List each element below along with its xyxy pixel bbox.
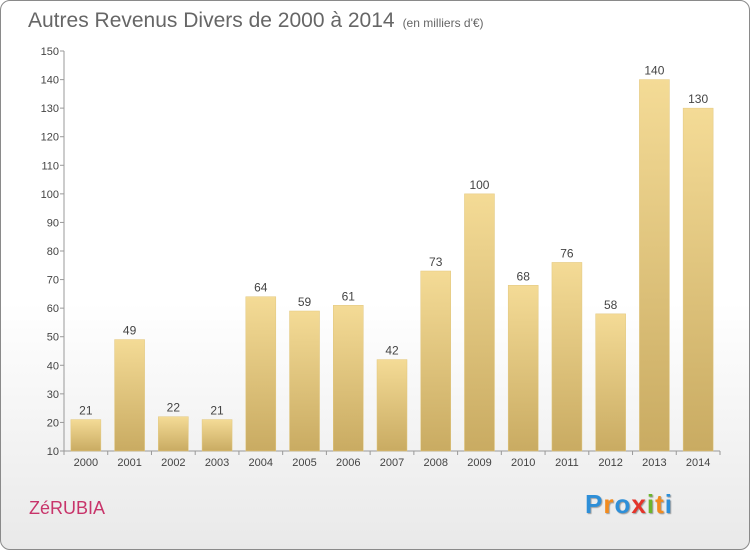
logo-letter: x [631, 489, 647, 519]
logo-letter: i [646, 489, 656, 519]
bar-2000 [70, 419, 102, 452]
y-tick-label: 100 [41, 189, 59, 201]
commune-name: ZéRUBIA [29, 498, 106, 518]
logo-letter: r [603, 489, 615, 519]
value-label-2007: 42 [385, 344, 399, 358]
value-label-2008: 73 [429, 255, 443, 269]
bar-2008 [420, 270, 451, 452]
x-tick-label-2000: 2000 [74, 457, 98, 469]
chart-subtitle: (en milliers d'€) [402, 16, 484, 30]
y-tick-label: 30 [47, 389, 59, 401]
value-label-2001: 49 [123, 324, 137, 338]
y-tick-label: 90 [47, 217, 59, 229]
value-label-2003: 21 [210, 404, 224, 418]
x-tick-label-2014: 2014 [686, 457, 710, 469]
y-tick-label: 20 [47, 417, 59, 429]
value-label-2011: 76 [560, 246, 574, 260]
bar-2002 [158, 416, 189, 452]
proxiti-logo: Proxiti [585, 489, 673, 520]
y-tick-label: 80 [47, 246, 59, 258]
value-label-2013: 140 [644, 64, 664, 78]
bar-2011 [551, 262, 583, 452]
bar-2012 [595, 313, 626, 452]
x-tick-label-2005: 2005 [292, 457, 316, 469]
bar-2007 [376, 359, 408, 452]
value-label-2002: 22 [167, 401, 181, 415]
x-tick-label-2010: 2010 [511, 457, 535, 469]
value-label-2014: 130 [688, 92, 708, 106]
bar-2001 [114, 339, 145, 452]
y-tick-label: 50 [47, 332, 59, 344]
x-tick-label-2003: 2003 [205, 457, 229, 469]
bar-2005 [289, 310, 320, 452]
bar-2010 [507, 285, 539, 452]
y-tick-label: 10 [47, 446, 59, 458]
logo-letter: i [664, 489, 673, 519]
y-tick-label: 140 [41, 75, 59, 87]
value-label-2009: 100 [469, 178, 489, 192]
logo-letter: P [585, 489, 604, 519]
bar-2013 [639, 79, 670, 452]
x-tick-label-2012: 2012 [598, 457, 622, 469]
x-tick-label-2011: 2011 [555, 457, 579, 469]
bar-2014 [682, 107, 714, 452]
chart-title: Autres Revenus Divers de 2000 à 2014 (en … [28, 9, 484, 33]
value-label-2006: 61 [342, 289, 356, 303]
bar-2003 [201, 419, 233, 452]
x-tick-label-2004: 2004 [249, 457, 273, 469]
chart-title-text: Autres Revenus Divers de 2000 à 2014 [28, 9, 395, 32]
logo-letter: o [614, 489, 632, 519]
y-tick-label: 130 [41, 103, 59, 115]
y-tick-label: 110 [41, 160, 59, 172]
bar-2006 [333, 305, 364, 452]
y-tick-label: 60 [47, 303, 59, 315]
x-tick-label-2009: 2009 [467, 457, 491, 469]
logo-letter: t [655, 489, 665, 519]
x-tick-label-2008: 2008 [423, 457, 447, 469]
value-label-2010: 68 [517, 269, 531, 283]
bar-2004 [245, 296, 277, 452]
value-label-2012: 58 [604, 298, 618, 312]
y-tick-label: 150 [41, 46, 59, 58]
y-tick-label: 40 [47, 360, 59, 372]
y-tick-label: 120 [41, 132, 59, 144]
value-label-2005: 59 [298, 295, 312, 309]
value-label-2004: 64 [254, 281, 268, 295]
x-tick-label-2013: 2013 [642, 457, 666, 469]
x-tick-label-2006: 2006 [336, 457, 360, 469]
bar-2009 [464, 193, 495, 452]
value-label-2000: 21 [79, 404, 93, 418]
x-tick-label-2002: 2002 [161, 457, 185, 469]
x-tick-label-2001: 2001 [117, 457, 141, 469]
y-tick-label: 70 [47, 275, 59, 287]
x-tick-label-2007: 2007 [380, 457, 404, 469]
